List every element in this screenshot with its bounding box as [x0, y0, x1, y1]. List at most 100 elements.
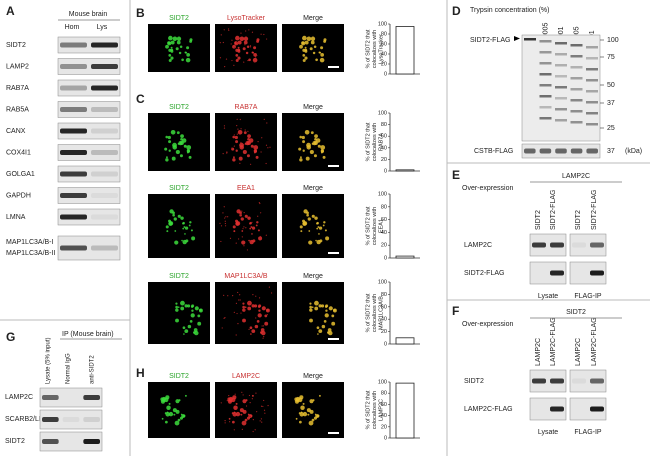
signal — [308, 420, 314, 426]
signal — [174, 230, 177, 232]
signal — [264, 412, 266, 414]
signal — [314, 306, 319, 311]
signal — [323, 221, 326, 224]
signal — [229, 237, 232, 239]
signal — [261, 330, 266, 336]
band — [570, 148, 583, 154]
signal — [256, 320, 260, 323]
signal — [244, 418, 248, 422]
signal — [246, 249, 249, 251]
band — [555, 148, 567, 154]
signal — [165, 225, 169, 229]
signal — [313, 154, 317, 158]
band — [91, 171, 118, 177]
band — [590, 378, 604, 384]
signal — [239, 294, 241, 296]
row-label: GOLGA1 — [6, 171, 35, 178]
signal — [175, 305, 178, 309]
row-label: SIDT2 — [6, 42, 26, 49]
y-tick-label: 20 — [381, 243, 387, 249]
signal — [183, 226, 186, 228]
signal — [233, 405, 238, 410]
blot — [529, 397, 567, 421]
signal — [168, 402, 171, 405]
blot — [57, 165, 121, 183]
signal — [325, 309, 328, 312]
band — [91, 193, 118, 198]
column-label: SIDT2 — [535, 210, 542, 230]
blot — [569, 369, 607, 393]
signal — [300, 411, 303, 414]
column-label: Lys — [97, 24, 108, 31]
signal — [167, 135, 171, 140]
blot — [57, 101, 121, 118]
blot — [57, 187, 121, 204]
row-label: SIDT2 — [5, 438, 25, 445]
signal — [268, 286, 270, 288]
micrograph — [215, 382, 277, 438]
band — [539, 148, 552, 154]
label: SIDT2 — [566, 309, 586, 316]
signal — [265, 162, 267, 165]
signal — [322, 155, 326, 159]
signal — [259, 202, 261, 205]
y-tick-label: 60 — [381, 304, 387, 310]
band — [550, 270, 564, 276]
signal — [232, 225, 236, 229]
y-tick-label: 40 — [381, 317, 387, 323]
signal — [241, 236, 243, 238]
y-tick-label: 100 — [378, 279, 387, 285]
panel-label: G — [6, 330, 15, 344]
signal — [177, 306, 180, 309]
signal — [235, 402, 238, 405]
signal — [239, 118, 241, 121]
signal — [298, 412, 301, 415]
signal — [270, 292, 273, 294]
column-label: Hom — [65, 24, 80, 31]
signal — [223, 125, 226, 127]
signal — [225, 58, 228, 60]
signal — [243, 245, 245, 247]
signal — [257, 305, 261, 308]
bar — [395, 169, 415, 172]
signal — [317, 144, 321, 148]
y-tick-label: 60 — [381, 217, 387, 223]
signal — [302, 149, 305, 152]
axis-label: % of SIDT2 that — [365, 29, 371, 68]
marker-label: 50 — [607, 82, 615, 89]
signal — [233, 429, 235, 431]
signal — [231, 420, 235, 424]
signal — [245, 140, 250, 146]
column-label: SIDT2 — [575, 210, 582, 230]
signal — [256, 221, 259, 224]
band — [83, 417, 100, 422]
signal — [230, 397, 236, 403]
signal — [331, 321, 336, 326]
signal — [295, 417, 298, 420]
signal — [243, 36, 249, 41]
y-tick-label: 0 — [384, 168, 387, 174]
signal — [306, 408, 311, 413]
signal — [243, 211, 245, 214]
panel-label: D — [452, 4, 461, 18]
signal — [242, 228, 244, 230]
signal — [253, 145, 259, 150]
signal — [323, 39, 327, 43]
signal — [168, 59, 172, 63]
y-tick-label: 100 — [378, 379, 387, 385]
signal — [257, 313, 262, 318]
signal — [240, 312, 242, 314]
scale-bar — [328, 66, 339, 68]
band — [570, 110, 583, 113]
signal — [166, 230, 169, 233]
signal — [186, 145, 192, 150]
signal — [234, 135, 238, 140]
signal — [179, 45, 183, 48]
band — [60, 107, 87, 112]
signal — [319, 57, 325, 63]
signal — [194, 306, 199, 311]
signal — [170, 46, 173, 49]
scale-bar — [328, 252, 339, 254]
band — [60, 214, 87, 220]
signal — [315, 58, 318, 62]
